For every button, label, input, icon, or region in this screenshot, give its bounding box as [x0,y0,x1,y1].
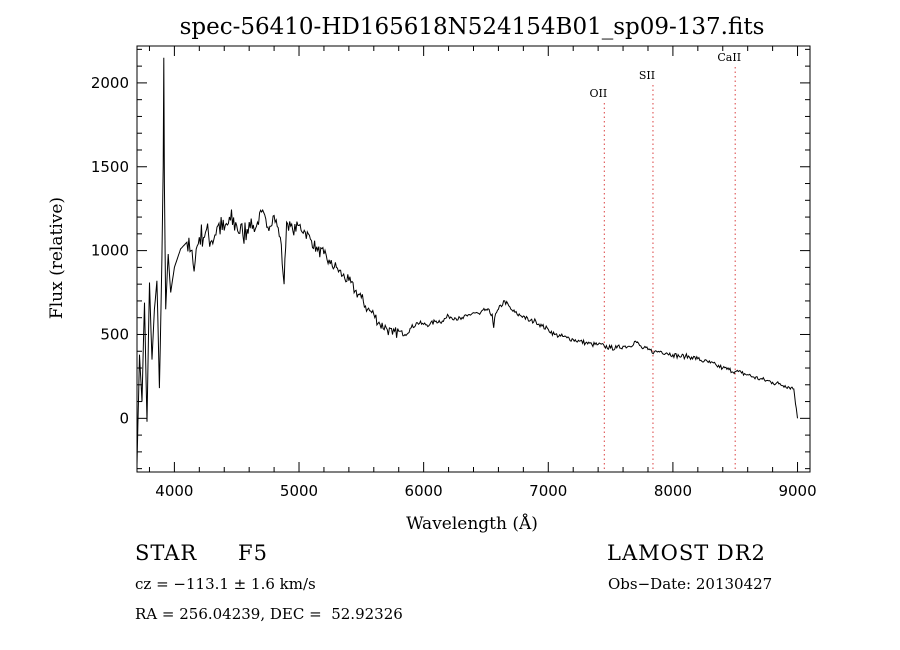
x-tick-label: 6000 [405,482,443,500]
x-axis-label: Wavelength (Å) [406,513,538,534]
x-tick-label: 9000 [778,482,816,500]
cz-line: cz = −113.1 ± 1.6 km/s [135,575,316,593]
radec-line: RA = 256.04239, DEC = 52.92326 [135,605,403,623]
y-tick-label: 0 [119,409,129,427]
line-markers: OII SII CaII [590,51,741,472]
chart-title: spec-56410-HD165618N524154B01_sp09-137.f… [180,14,765,40]
y-tick-label: 1000 [91,242,129,260]
x-tick-labels: 4000 5000 6000 7000 8000 9000 [155,482,816,500]
x-tick-label: 5000 [280,482,318,500]
x-tick-label: 8000 [654,482,692,500]
obs-date: Obs−Date: 20130427 [608,575,773,593]
y-axis-label: Flux (relative) [47,197,67,319]
y-tick-label: 1500 [91,158,129,176]
y-tick-label: 500 [100,325,129,343]
x-tick-label: 7000 [529,482,567,500]
x-tick-label: 4000 [155,482,193,500]
subclass-label: F5 [238,541,268,565]
survey-label: LAMOST DR2 [607,541,766,565]
y-tick-label: 2000 [91,74,129,92]
axis-ticks [137,46,810,472]
class-label: STAR [135,541,198,565]
marker-label: OII [590,87,608,100]
plot-frame [136,45,811,473]
spectrum-line [136,57,798,466]
y-tick-labels: 0 500 1000 1500 2000 [91,74,129,427]
marker-label: CaII [717,51,741,64]
marker-label: SII [639,69,655,82]
